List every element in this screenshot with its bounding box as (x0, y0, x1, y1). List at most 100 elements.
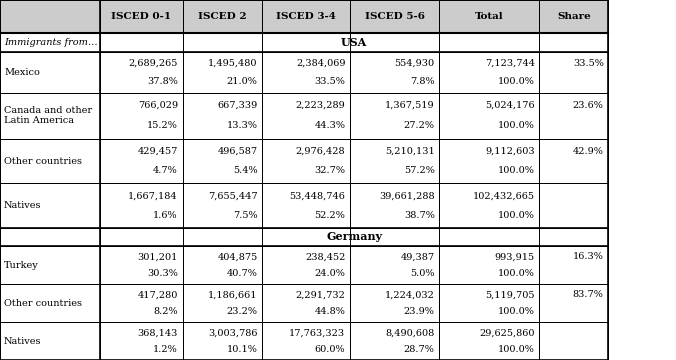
Text: 2,384,069: 2,384,069 (296, 59, 345, 68)
Bar (262, 0, 350, 33)
Text: 39,661,288: 39,661,288 (379, 191, 435, 200)
Bar (0, 322, 100, 360)
Text: 2,976,428: 2,976,428 (296, 147, 345, 156)
Text: Total: Total (475, 12, 504, 21)
Text: 24.0%: 24.0% (314, 269, 345, 278)
Bar (439, 93, 539, 139)
Text: 404,875: 404,875 (217, 252, 258, 261)
Text: 42.9%: 42.9% (573, 147, 604, 156)
Text: 13.3%: 13.3% (226, 121, 258, 130)
Text: 49,387: 49,387 (401, 252, 435, 261)
Bar (539, 284, 608, 322)
Text: 23.9%: 23.9% (404, 307, 435, 316)
Bar (262, 139, 350, 183)
Bar (100, 52, 183, 93)
Text: 1,667,184: 1,667,184 (128, 191, 178, 200)
Bar (439, 322, 539, 360)
Bar (539, 139, 608, 183)
Text: 554,930: 554,930 (395, 59, 435, 68)
Text: 100.0%: 100.0% (498, 269, 535, 278)
Text: Other countries: Other countries (4, 298, 82, 307)
Text: 1,224,032: 1,224,032 (385, 290, 435, 299)
Bar (100, 284, 183, 322)
Text: 1,495,480: 1,495,480 (208, 59, 258, 68)
Text: 30.3%: 30.3% (147, 269, 178, 278)
Text: Other countries: Other countries (4, 157, 82, 166)
Text: 8,490,608: 8,490,608 (385, 328, 435, 337)
Text: 38.7%: 38.7% (404, 211, 435, 220)
Bar (100, 322, 183, 360)
Text: 8.2%: 8.2% (153, 307, 178, 316)
Bar (350, 0, 439, 33)
Text: 7,655,447: 7,655,447 (208, 191, 258, 200)
Text: 9,112,603: 9,112,603 (485, 147, 535, 156)
Text: ISCED 0-1: ISCED 0-1 (112, 12, 171, 21)
Bar (183, 183, 262, 228)
Bar (100, 33, 608, 52)
Text: 100.0%: 100.0% (498, 77, 535, 86)
Bar (183, 0, 262, 33)
Bar (539, 93, 608, 139)
Text: Natives: Natives (4, 201, 41, 210)
Text: Canada and other
Latin America: Canada and other Latin America (4, 106, 92, 125)
Bar (539, 322, 608, 360)
Bar (100, 0, 183, 33)
Bar (439, 139, 539, 183)
Text: Share: Share (557, 12, 591, 21)
Text: 301,201: 301,201 (137, 252, 178, 261)
Text: 28.7%: 28.7% (404, 345, 435, 354)
Text: 60.0%: 60.0% (315, 345, 345, 354)
Text: 21.0%: 21.0% (226, 77, 258, 86)
Bar (0, 93, 100, 139)
Text: ISCED 2: ISCED 2 (198, 12, 247, 21)
Text: 2,223,289: 2,223,289 (295, 101, 345, 110)
Text: 17,763,323: 17,763,323 (289, 328, 345, 337)
Text: 667,339: 667,339 (217, 101, 258, 110)
Text: 27.2%: 27.2% (404, 121, 435, 130)
Text: 1.2%: 1.2% (153, 345, 178, 354)
Bar (350, 183, 439, 228)
Bar (350, 284, 439, 322)
Text: 4.7%: 4.7% (153, 166, 178, 175)
Text: 496,587: 496,587 (218, 147, 258, 156)
Text: 1.6%: 1.6% (153, 211, 178, 220)
Bar (350, 52, 439, 93)
Text: 29,625,860: 29,625,860 (479, 328, 535, 337)
Text: 429,457: 429,457 (137, 147, 178, 156)
Bar (350, 322, 439, 360)
Text: 100.0%: 100.0% (498, 121, 535, 130)
Text: 57.2%: 57.2% (404, 166, 435, 175)
Bar (183, 139, 262, 183)
Text: 1,367,519: 1,367,519 (385, 101, 435, 110)
Text: 7.8%: 7.8% (410, 77, 435, 86)
Bar (0, 246, 100, 284)
Text: 15.2%: 15.2% (147, 121, 178, 130)
Bar (350, 246, 439, 284)
Text: 102,432,665: 102,432,665 (473, 191, 535, 200)
Bar (100, 246, 183, 284)
Text: 766,029: 766,029 (138, 101, 178, 110)
Bar (539, 246, 608, 284)
Text: Mexico: Mexico (4, 68, 40, 77)
Text: 993,915: 993,915 (495, 252, 535, 261)
Text: Germany: Germany (326, 231, 383, 242)
Bar (439, 52, 539, 93)
Bar (350, 93, 439, 139)
Text: 5,210,131: 5,210,131 (385, 147, 435, 156)
Bar (0, 33, 100, 52)
Bar (100, 183, 183, 228)
Text: 7.5%: 7.5% (233, 211, 258, 220)
Text: USA: USA (341, 37, 367, 48)
Text: 238,452: 238,452 (305, 252, 345, 261)
Text: 23.2%: 23.2% (226, 307, 258, 316)
Bar (0, 0, 100, 33)
Text: 368,143: 368,143 (137, 328, 178, 337)
Bar (183, 322, 262, 360)
Text: 5,024,176: 5,024,176 (485, 101, 535, 110)
Bar (262, 284, 350, 322)
Bar (262, 246, 350, 284)
Bar (539, 0, 608, 33)
Text: 5,119,705: 5,119,705 (485, 290, 535, 299)
Bar (0, 228, 100, 246)
Bar (100, 93, 183, 139)
